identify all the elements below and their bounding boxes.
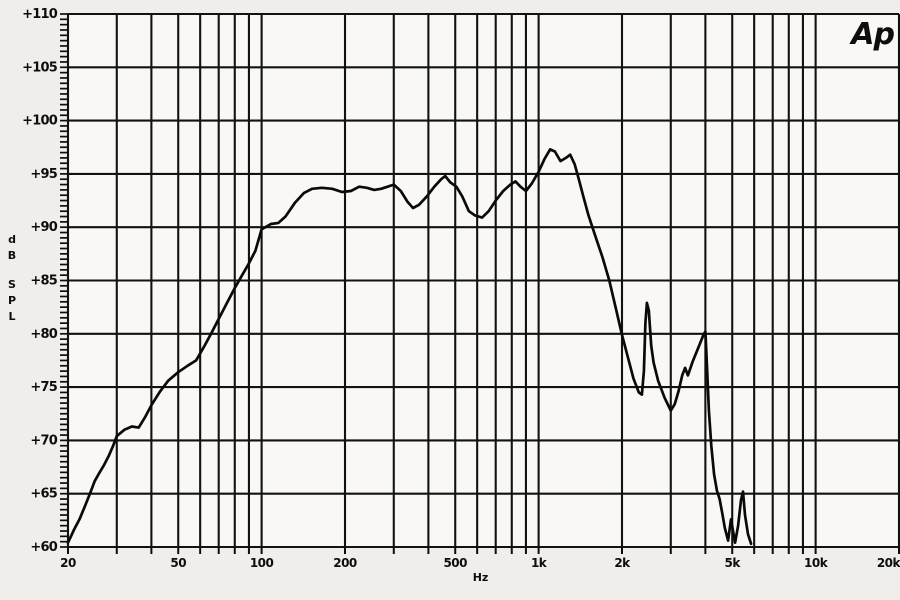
- y-axis-title-char: B: [8, 249, 16, 262]
- x-axis-title: Hz: [473, 571, 489, 584]
- y-tick-label: +85: [30, 274, 57, 289]
- y-axis-title-char: S: [8, 278, 16, 291]
- x-tick-label: 20: [60, 556, 76, 570]
- audio-precision-logo: Ap: [849, 17, 894, 52]
- y-tick-label: +95: [30, 167, 57, 182]
- x-tick-label: 500: [443, 556, 467, 570]
- x-tick-label: 50: [170, 556, 186, 570]
- x-tick-label: 10k: [804, 556, 829, 570]
- y-tick-label: +90: [30, 220, 57, 235]
- x-tick-label: 200: [333, 556, 357, 570]
- y-axis-title-char: d: [8, 233, 16, 246]
- y-tick-label: +75: [30, 380, 57, 395]
- x-tick-label: 20k: [877, 556, 900, 570]
- x-tick-label: 100: [250, 556, 274, 570]
- x-tick-label: 5k: [725, 556, 742, 570]
- y-tick-label: +105: [22, 60, 58, 75]
- y-tick-label: +100: [22, 114, 58, 129]
- y-tick-label: +110: [22, 7, 58, 22]
- x-tick-label: 1k: [531, 556, 548, 570]
- frequency-response-curve: [66, 148, 753, 546]
- y-tick-label: +70: [30, 433, 57, 448]
- x-tick-label: 2k: [614, 556, 631, 570]
- y-axis-title-char: P: [8, 294, 16, 307]
- y-tick-label: +60: [30, 540, 57, 555]
- y-axis-title-char: L: [8, 310, 15, 323]
- y-tick-label: +65: [30, 487, 57, 502]
- y-tick-label: +80: [30, 327, 57, 342]
